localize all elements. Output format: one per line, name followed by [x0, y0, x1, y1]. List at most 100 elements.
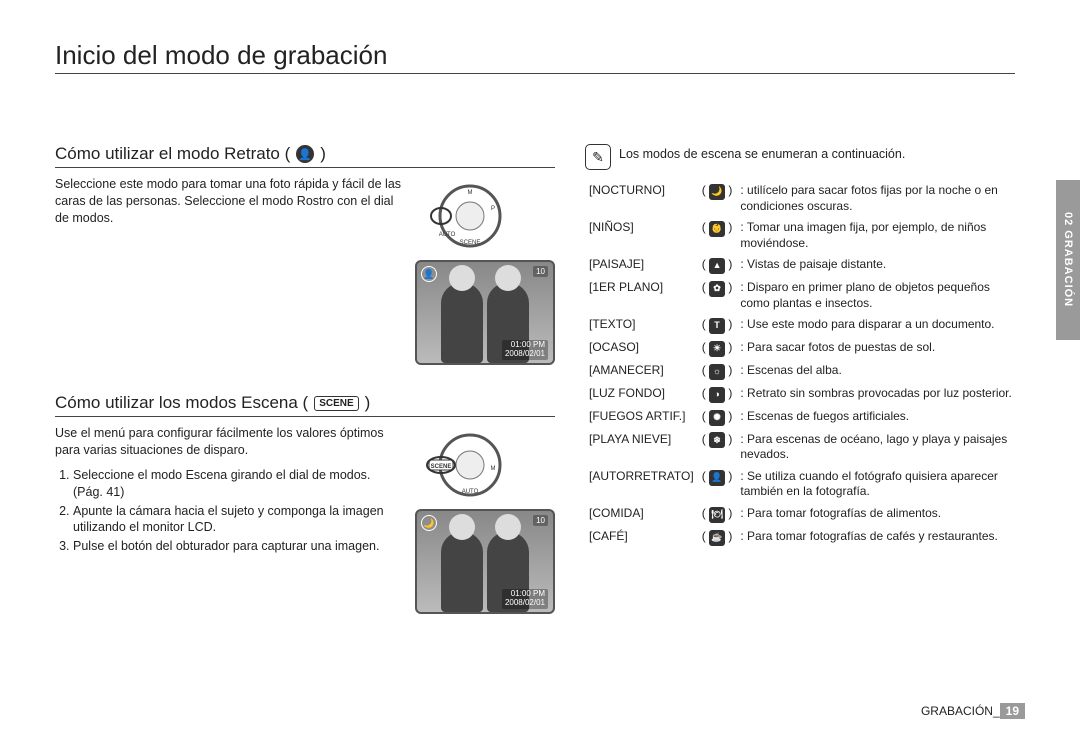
- scene-mode-desc: : Para tomar fotografías de alimentos.: [736, 503, 1025, 526]
- lcd-date: 2008/02/01: [505, 349, 545, 358]
- scene-figures: SCENE M AUTO 🌙 10 01:00 PM: [415, 425, 555, 614]
- scene-mode-row: [PLAYA NIEVE]( ❄ ): Para escenas de océa…: [585, 429, 1025, 466]
- page-body: Cómo utilizar el modo Retrato ( 👤 ) Sele…: [0, 84, 1080, 672]
- scene-badge: SCENE: [314, 396, 358, 411]
- portrait-heading-text: Cómo utilizar el modo Retrato (: [55, 144, 290, 164]
- portrait-body: Seleccione este modo para tomar una foto…: [55, 176, 403, 227]
- scene-text-wrap: Use el menú para configurar fácilmente l…: [55, 425, 403, 557]
- scene-mode-label: [PLAYA NIEVE]: [585, 429, 698, 466]
- scene-step: Apunte la cámara hacia el sujeto y compo…: [73, 503, 403, 537]
- scene-mode-desc: : Vistas de paisaje distante.: [736, 254, 1025, 277]
- note-icon: ✎: [585, 144, 611, 170]
- scene-mode-icon: 👶: [709, 221, 725, 237]
- scene-mode-icon: 🌙: [709, 184, 725, 200]
- modes-intro-row: ✎ Los modos de escena se enumeran a cont…: [585, 144, 1025, 170]
- footer-label: GRABACIÓN_: [921, 704, 1000, 718]
- page-title: Inicio del modo de grabación: [55, 0, 1015, 74]
- scene-mode-label: [NOCTURNO]: [585, 180, 698, 217]
- lcd-timestamp: 01:00 PM 2008/02/01: [502, 340, 548, 360]
- scene-mode-label: [COMIDA]: [585, 503, 698, 526]
- right-column: ✎ Los modos de escena se enumeran a cont…: [585, 144, 1025, 642]
- scene-mode-row: [OCASO]( ☀ ): Para sacar fotos de puesta…: [585, 337, 1025, 360]
- scene-mode-icon: 👤: [709, 470, 725, 486]
- scene-mode-icon: ☼: [709, 364, 725, 380]
- scene-mode-desc: : Tomar una imagen fija, por ejemplo, de…: [736, 217, 1025, 254]
- scene-heading-text: Cómo utilizar los modos Escena (: [55, 393, 308, 413]
- svg-text:M: M: [468, 190, 473, 196]
- lcd-preview-scene: 🌙 10 01:00 PM 2008/02/01: [415, 509, 555, 614]
- footer-page-number: 19: [1000, 703, 1025, 719]
- scene-mode-desc: : Use este modo para disparar a un docum…: [736, 314, 1025, 337]
- scene-mode-icon: ✺: [709, 410, 725, 426]
- portrait-block: Seleccione este modo para tomar una foto…: [55, 176, 555, 365]
- scene-mode-desc: : Para tomar fotografías de cafés y rest…: [736, 526, 1025, 549]
- portrait-mode-icon: 👤: [296, 145, 314, 163]
- portrait-figures: M P SCENE AUTO 👤 10: [415, 176, 555, 365]
- scene-heading: Cómo utilizar los modos Escena ( SCENE ): [55, 393, 555, 417]
- scene-mode-icon-cell: ( ◑ ): [698, 383, 737, 406]
- scene-steps: Seleccione el modo Escena girando el dia…: [55, 467, 403, 555]
- scene-mode-desc: : Disparo en primer plano de objetos peq…: [736, 277, 1025, 314]
- scene-mode-icon: ❄: [709, 432, 725, 448]
- scene-mode-label: [OCASO]: [585, 337, 698, 360]
- portrait-section: Cómo utilizar el modo Retrato ( 👤 ) Sele…: [55, 144, 555, 365]
- scene-mode-icon-cell: ( ✿ ): [698, 277, 737, 314]
- scene-mode-label: [TEXTO]: [585, 314, 698, 337]
- scene-body: Use el menú para configurar fácilmente l…: [55, 425, 403, 459]
- modes-intro: Los modos de escena se enumeran a contin…: [619, 146, 905, 163]
- scene-step: Pulse el botón del obturador para captur…: [73, 538, 403, 555]
- scene-mode-icon-cell: ( ▲ ): [698, 254, 737, 277]
- scene-mode-row: [NIÑOS]( 👶 ): Tomar una imagen fija, por…: [585, 217, 1025, 254]
- scene-mode-icon: T: [709, 318, 725, 334]
- mode-dial-illustration: M P SCENE AUTO: [415, 176, 505, 256]
- lcd-person: [441, 532, 483, 612]
- scene-mode-row: [CAFÉ]( ☕ ): Para tomar fotografías de c…: [585, 526, 1025, 549]
- scene-mode-desc: : Para sacar fotos de puestas de sol.: [736, 337, 1025, 360]
- scene-mode-icon: ☕: [709, 530, 725, 546]
- scene-mode-icon-cell: ( T ): [698, 314, 737, 337]
- scene-mode-row: [PAISAJE]( ▲ ): Vistas de paisaje distan…: [585, 254, 1025, 277]
- scene-block: Use el menú para configurar fácilmente l…: [55, 425, 555, 614]
- scene-mode-row: [NOCTURNO]( 🌙 ): utilícelo para sacar fo…: [585, 180, 1025, 217]
- scene-mode-icon-cell: ( 👶 ): [698, 217, 737, 254]
- scene-mode-row: [1ER PLANO]( ✿ ): Disparo en primer plan…: [585, 277, 1025, 314]
- svg-text:SCENE: SCENE: [431, 464, 452, 470]
- scene-mode-label: [1ER PLANO]: [585, 277, 698, 314]
- scene-mode-icon-cell: ( ❄ ): [698, 429, 737, 466]
- scene-mode-icon-cell: ( 🌙 ): [698, 180, 737, 217]
- scene-mode-row: [TEXTO]( T ): Use este modo para dispara…: [585, 314, 1025, 337]
- scene-mode-row: [COMIDA]( 🍽 ): Para tomar fotografías de…: [585, 503, 1025, 526]
- portrait-heading: Cómo utilizar el modo Retrato ( 👤 ): [55, 144, 555, 168]
- svg-text:M: M: [491, 466, 496, 472]
- scene-mode-icon: ✿: [709, 281, 725, 297]
- lcd-timestamp: 01:00 PM 2008/02/01: [502, 589, 548, 609]
- scene-mode-row: [AUTORRETRATO]( 👤 ): Se utiliza cuando e…: [585, 466, 1025, 503]
- scene-mode-icon-cell: ( ☕ ): [698, 526, 737, 549]
- scene-mode-desc: : Se utiliza cuando el fotógrafo quisier…: [736, 466, 1025, 503]
- scene-mode-icon-cell: ( ☀ ): [698, 337, 737, 360]
- scene-mode-row: [AMANECER]( ☼ ): Escenas del alba.: [585, 360, 1025, 383]
- scene-mode-label: [AMANECER]: [585, 360, 698, 383]
- left-column: Cómo utilizar el modo Retrato ( 👤 ) Sele…: [55, 144, 555, 642]
- scene-mode-icon-cell: ( ☼ ): [698, 360, 737, 383]
- lcd-date: 2008/02/01: [505, 598, 545, 607]
- scene-mode-label: [AUTORRETRATO]: [585, 466, 698, 503]
- svg-text:AUTO: AUTO: [462, 489, 479, 495]
- scene-mode-desc: : utilícelo para sacar fotos fijas por l…: [736, 180, 1025, 217]
- scene-step: Seleccione el modo Escena girando el dia…: [73, 467, 403, 501]
- scene-mode-icon-cell: ( ✺ ): [698, 406, 737, 429]
- scene-mode-label: [NIÑOS]: [585, 217, 698, 254]
- svg-text:P: P: [491, 206, 495, 212]
- side-tab: 02 GRABACIÓN: [1056, 180, 1080, 340]
- lcd-time: 01:00 PM: [511, 589, 545, 598]
- scene-mode-icon: ◑: [709, 387, 725, 403]
- scene-modes-table: [NOCTURNO]( 🌙 ): utilícelo para sacar fo…: [585, 180, 1025, 549]
- scene-section: Cómo utilizar los modos Escena ( SCENE )…: [55, 393, 555, 614]
- scene-mode-desc: : Para escenas de océano, lago y playa y…: [736, 429, 1025, 466]
- scene-heading-close: ): [365, 393, 371, 413]
- lcd-person: [441, 283, 483, 363]
- portrait-heading-close: ): [320, 144, 326, 164]
- lcd-time: 01:00 PM: [511, 340, 545, 349]
- scene-mode-desc: : Retrato sin sombras provocadas por luz…: [736, 383, 1025, 406]
- scene-mode-desc: : Escenas del alba.: [736, 360, 1025, 383]
